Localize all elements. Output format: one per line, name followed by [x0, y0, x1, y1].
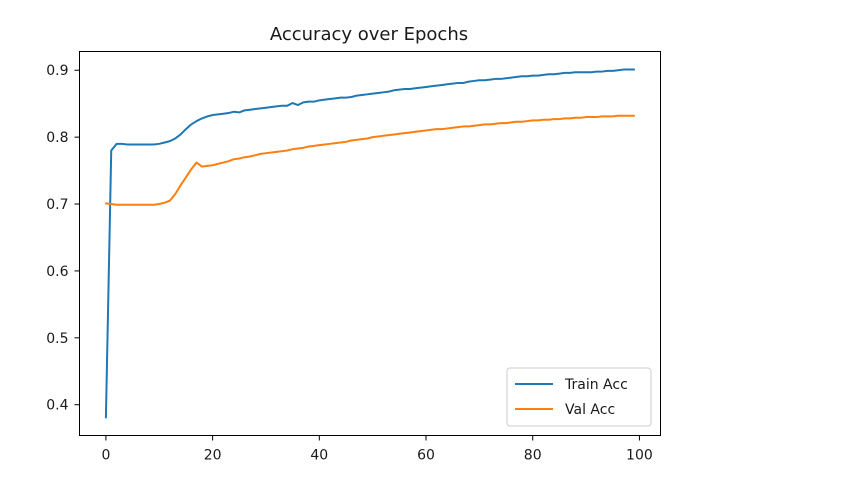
legend-val-acc-label: Val Acc: [565, 402, 615, 418]
y-tick-label: 0.4: [46, 398, 68, 414]
plot-frame: [79, 51, 661, 436]
x-tick-label: 0: [101, 448, 110, 464]
legend-train-acc-label: Train Acc: [564, 377, 628, 393]
x-tick-label: 40: [310, 448, 328, 464]
x-tick-label: 60: [417, 448, 435, 464]
x-tick-label: 100: [626, 448, 653, 464]
x-axis: 0 20 40 60 80 100: [101, 435, 653, 464]
y-tick-label: 0.7: [46, 197, 68, 213]
y-tick-label: 0.9: [46, 63, 68, 79]
val-acc-line: [104, 114, 636, 206]
legend: Train Acc Val Acc: [506, 367, 652, 427]
y-tick-label: 0.5: [46, 331, 68, 347]
legend-box: [506, 367, 652, 427]
series-lines: [104, 68, 636, 419]
y-tick-label: 0.6: [46, 264, 68, 280]
y-axis: 0.4 0.5 0.6 0.7 0.8 0.9: [46, 63, 80, 414]
chart-title: Accuracy over Epochs: [270, 24, 468, 45]
x-tick-label: 20: [204, 448, 222, 464]
train-acc-line: [104, 68, 636, 419]
y-tick-label: 0.8: [46, 130, 68, 146]
x-tick-label: 80: [524, 448, 542, 464]
